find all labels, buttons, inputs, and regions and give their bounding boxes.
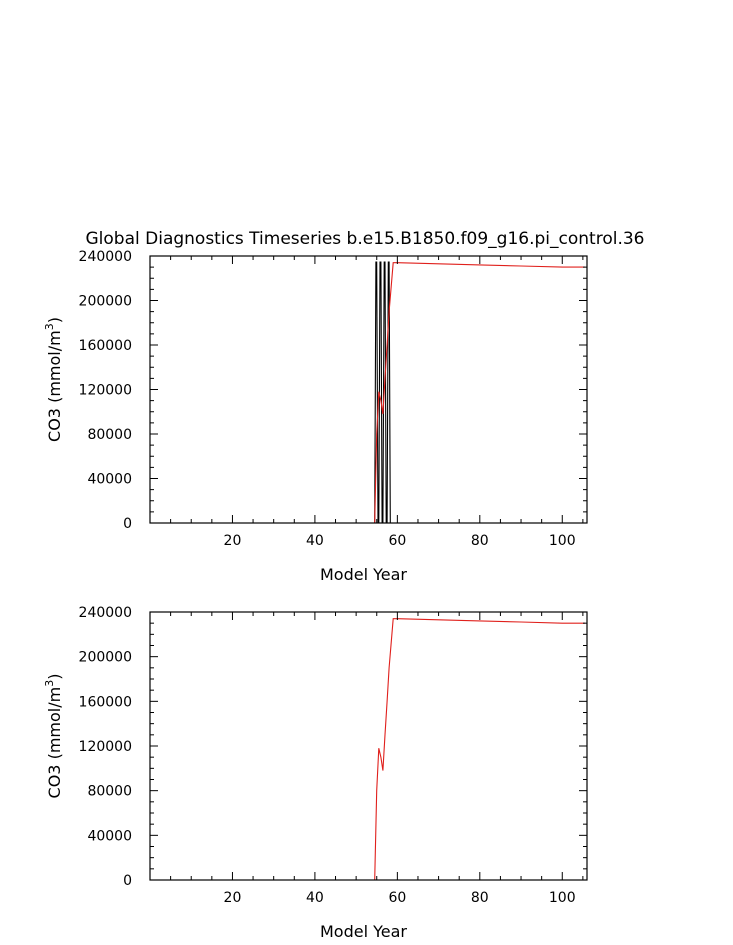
black-series-line <box>374 261 391 524</box>
y-tick-label: 240000 <box>79 249 132 265</box>
bottom-panel: 20 40 60 80 100 0 40000 80000 120000 160000 200000… <box>43 605 588 941</box>
y-axis-label: CO3 (mmol/m3) <box>43 317 64 442</box>
y-tick-label: 40000 <box>87 828 132 844</box>
x-tick-label: 100 <box>549 533 576 549</box>
y-tick-label: 0 <box>123 516 132 532</box>
top-panel: 20 40 60 80 100 0 40000 80000 120000 160000 200000… <box>43 249 588 584</box>
x-axis-label: Model Year <box>320 565 407 584</box>
plot-frame <box>149 255 588 524</box>
x-tick-label: 20 <box>224 533 242 549</box>
x-tick-label: 20 <box>224 890 242 906</box>
chart-title: Global Diagnostics Timeseries b.e15.B185… <box>86 229 645 249</box>
y-tick-label: 120000 <box>79 739 132 755</box>
y-tick-label: 40000 <box>87 472 132 488</box>
y-tick-label: 160000 <box>79 694 132 710</box>
y-tick-label: 80000 <box>87 427 132 443</box>
y-tick-label: 160000 <box>79 338 132 354</box>
x-tick-label: 80 <box>471 890 489 906</box>
y-axis-label: CO3 (mmol/m3) <box>43 674 64 799</box>
y-tick-label: 240000 <box>79 605 132 621</box>
y-tick-label: 80000 <box>87 784 132 800</box>
x-axis-label: Model Year <box>320 922 407 941</box>
x-tick-label: 40 <box>306 533 324 549</box>
plot-frame <box>149 611 588 881</box>
x-tick-label: 40 <box>306 890 324 906</box>
x-tick-label: 60 <box>388 533 406 549</box>
x-tick-label: 80 <box>471 533 489 549</box>
y-tick-label: 200000 <box>79 294 132 310</box>
y-tick-label: 120000 <box>79 383 132 399</box>
x-tick-label: 100 <box>549 890 576 906</box>
y-tick-label: 0 <box>123 873 132 889</box>
red-series-line <box>374 262 585 524</box>
red-series-line <box>374 618 585 881</box>
x-tick-label: 60 <box>388 890 406 906</box>
y-tick-label: 200000 <box>79 650 132 666</box>
